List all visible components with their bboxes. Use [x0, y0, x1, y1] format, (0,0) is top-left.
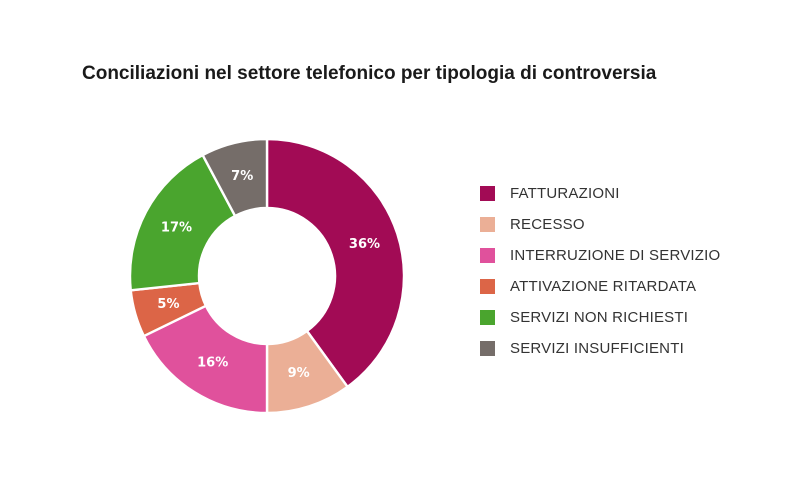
donut-slice-servizi-insufficienti [201, 137, 269, 218]
legend-item: SERVIZI INSUFFICIENTI [480, 333, 720, 364]
legend-swatch [480, 310, 495, 325]
donut-slice-fatturazioni [265, 137, 406, 389]
legend-swatch [480, 279, 495, 294]
legend-swatch [480, 217, 495, 232]
legend-swatch [480, 341, 495, 356]
legend-item: RECESSO [480, 209, 720, 240]
chart-title: Conciliazioni nel settore telefonico per… [82, 63, 657, 84]
legend-swatch [480, 186, 495, 201]
legend-item: FATTURAZIONI [480, 178, 720, 209]
legend-item: SERVIZI NON RICHIESTI [480, 302, 720, 333]
legend-label: SERVIZI INSUFFICIENTI [510, 340, 684, 357]
legend-swatch [480, 248, 495, 263]
slice-value-label: 36% [349, 237, 380, 252]
legend-item: ATTIVAZIONE RITARDATA [480, 271, 720, 302]
legend-label: SERVIZI NON RICHIESTI [510, 309, 689, 326]
legend-label: ATTIVAZIONE RITARDATA [510, 278, 697, 295]
slice-value-label: 7% [231, 169, 253, 184]
legend-item: INTERRUZIONE DI SERVIZIO [480, 240, 720, 271]
legend: FATTURAZIONI RECESSO INTERRUZIONE DI SERVI… [480, 178, 720, 364]
slice-value-label: 5% [157, 297, 179, 312]
legend-label: RECESSO [510, 216, 585, 233]
legend-label: INTERRUZIONE DI SERVIZIO [510, 247, 721, 264]
slice-value-label: 17% [161, 220, 192, 235]
slice-value-label: 9% [288, 366, 310, 381]
slice-value-label: 16% [197, 355, 228, 370]
legend-label: FATTURAZIONI [510, 185, 620, 202]
donut-slice-servizi-non-richiesti [128, 153, 237, 292]
